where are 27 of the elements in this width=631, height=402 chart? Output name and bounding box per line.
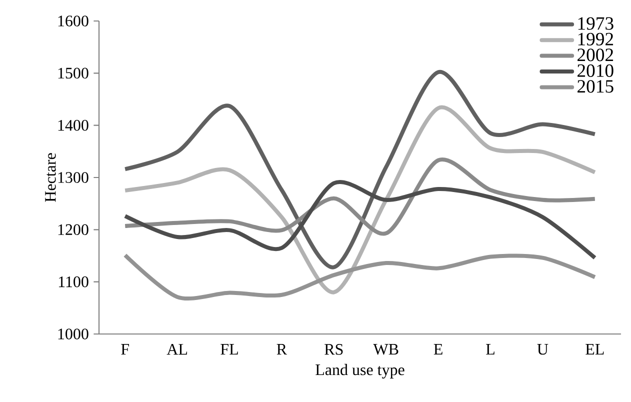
legend-label: 1973	[578, 17, 614, 30]
y-tick-label: 1300	[58, 172, 88, 183]
line-series	[123, 180, 597, 260]
x-tick-label: U	[537, 344, 548, 355]
y-tick-label: 1000	[58, 328, 88, 340]
legend-label: 1992	[578, 32, 614, 46]
x-tick-label: AL	[166, 344, 187, 355]
x-tick-label: RS	[324, 344, 343, 355]
y-tick-label: 1400	[58, 120, 88, 131]
x-tick-label: WB	[373, 344, 398, 355]
y-tick-label: 1200	[58, 224, 88, 236]
x-axis-title: Land use type	[316, 364, 404, 378]
y-axis-title: Hectare	[45, 153, 56, 202]
y-tick-label: 1100	[58, 276, 88, 288]
line-series	[123, 158, 597, 236]
legend-label: 2002	[578, 48, 614, 62]
y-tick-label: 1500	[58, 68, 88, 79]
legend-label: 2015	[578, 80, 614, 93]
y-tick-label: 1600	[58, 16, 88, 26]
x-tick-label: F	[121, 344, 129, 355]
x-tick-label: EL	[586, 344, 604, 355]
line-series	[123, 106, 597, 294]
x-tick-label: E	[434, 344, 442, 355]
x-tick-label: L	[486, 344, 494, 355]
x-tick-label: FL	[220, 344, 238, 355]
legend-label: 2010	[578, 64, 614, 77]
x-tick-label: R	[276, 344, 288, 355]
